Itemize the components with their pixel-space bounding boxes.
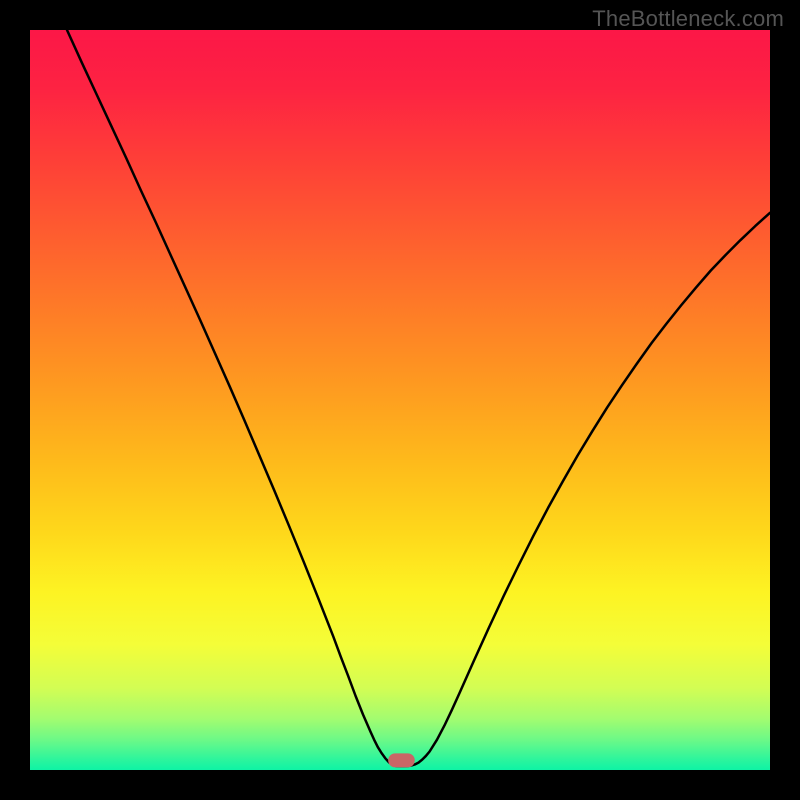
- plot-background: [30, 30, 770, 770]
- optimum-marker: [388, 753, 415, 767]
- watermark-text: TheBottleneck.com: [592, 6, 784, 32]
- bottleneck-chart-svg: [0, 0, 800, 800]
- chart-container: TheBottleneck.com: [0, 0, 800, 800]
